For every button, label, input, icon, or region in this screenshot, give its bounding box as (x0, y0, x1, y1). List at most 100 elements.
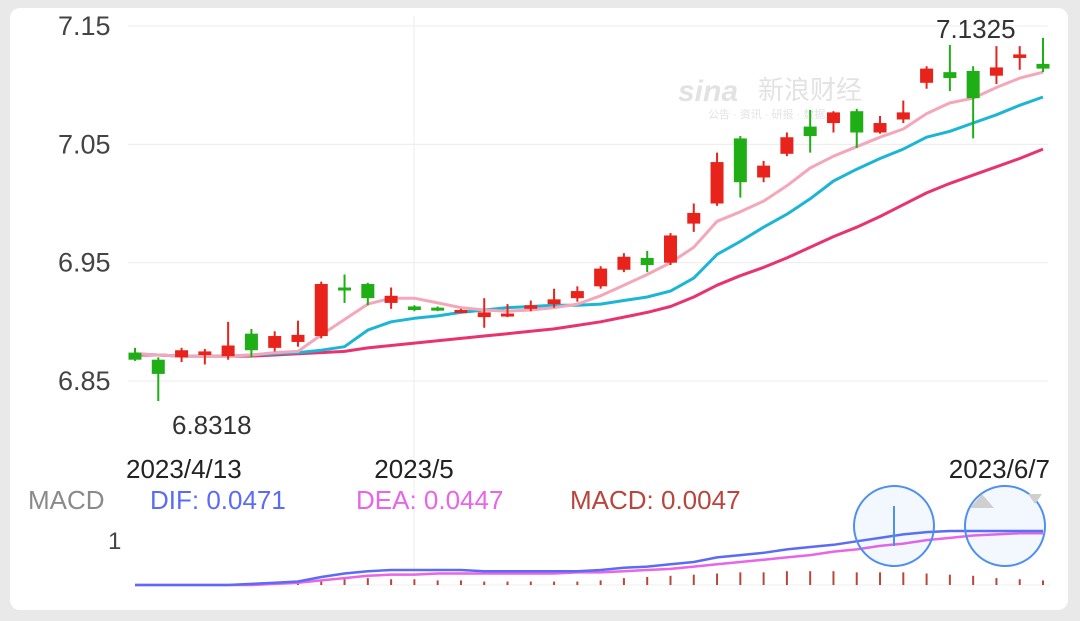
candle (873, 115, 887, 134)
candle (501, 304, 515, 318)
macd-histogram (250, 571, 1044, 585)
candle (663, 233, 677, 266)
date-tick-label: 2023/6/7 (949, 454, 1050, 484)
candle-body (268, 336, 282, 348)
candlestick-macd-chart: sina 新浪财经 公告 · 资讯 · 研报 · 数据 7.15 7.05 6.95… (28, 11, 1050, 587)
candle (757, 160, 771, 183)
dif-value: DIF: 0.0471 (150, 485, 286, 515)
chart-card: sina 新浪财经 公告 · 资讯 · 研报 · 数据 7.15 7.05 6.95… (10, 8, 1068, 610)
candle-body (803, 126, 817, 137)
candle (733, 136, 747, 198)
candle (221, 321, 235, 360)
watermark-brand-latin: sina (678, 75, 738, 108)
candle (244, 328, 258, 358)
candle-body (1036, 63, 1050, 69)
candle (268, 331, 282, 352)
candle-body (757, 165, 771, 178)
watermark-subtitle: 公告 · 资讯 · 研报 · 数据 (708, 107, 825, 121)
ma-slow-line (135, 147, 1044, 358)
candle (384, 287, 398, 309)
candle-body (244, 333, 258, 351)
candle-body (547, 299, 561, 305)
candle-body (291, 334, 305, 342)
candle (128, 347, 142, 361)
grid-lines (128, 16, 1050, 586)
candle-body (733, 138, 747, 183)
ma-mid-line (134, 95, 1044, 358)
candle-body (640, 257, 654, 266)
expand-arrow-icon (970, 494, 994, 508)
candle (1036, 37, 1050, 73)
candle-body (943, 72, 957, 79)
candle (640, 250, 654, 273)
candle-body (454, 310, 468, 313)
macd-legend: MACD DIF: 0.0471 DEA: 0.0447 MACD: 0.004… (28, 485, 741, 555)
candle (524, 300, 538, 312)
candle-body (617, 256, 631, 270)
date-tick-label: 2023/4/13 (126, 454, 242, 484)
candle-body (128, 352, 142, 360)
dif-line (135, 529, 1043, 587)
candle-body (780, 137, 794, 154)
candle (1013, 46, 1027, 70)
macd-axis-tick: 1 (108, 528, 121, 555)
candle-body (198, 351, 212, 355)
candle-body (151, 359, 165, 374)
candle (826, 111, 840, 133)
candle (570, 286, 584, 302)
candle-body (663, 235, 677, 263)
candle-body (989, 67, 1003, 76)
candle-body (570, 291, 584, 299)
candle (477, 298, 491, 328)
candle-body (361, 283, 375, 299)
candle-body (314, 283, 328, 337)
date-tick-label: 2023/5 (374, 454, 454, 484)
price-tick-label: 7.15 (58, 11, 111, 41)
candle (454, 308, 468, 313)
touch-overlay (853, 485, 1046, 567)
candle (687, 203, 701, 232)
candle-body (920, 68, 934, 83)
price-tick-label: 6.85 (58, 366, 111, 396)
candle-body (594, 268, 608, 287)
candle (291, 320, 305, 347)
candle (198, 349, 212, 365)
candle (617, 253, 631, 273)
moving-average-lines (134, 70, 1044, 358)
macd-value: MACD: 0.0047 (570, 485, 741, 515)
candle (594, 266, 608, 289)
candle (989, 46, 1003, 84)
price-axis: 7.15 7.05 6.95 6.85 (58, 11, 111, 396)
candle-body (384, 295, 398, 303)
candles (128, 37, 1050, 402)
macd-title: MACD (28, 485, 105, 515)
candle (361, 282, 375, 306)
candle-body (850, 111, 864, 133)
candle (338, 274, 352, 303)
candle (896, 100, 910, 124)
high-price-label: 7.1325 (936, 14, 1016, 44)
candle-body (710, 162, 724, 204)
candle (547, 288, 561, 308)
candle (710, 152, 724, 206)
candle-body (524, 305, 538, 309)
candle-body (873, 123, 887, 133)
candle-body (896, 112, 910, 120)
candle-body (477, 312, 491, 318)
price-tick-label: 7.05 (58, 129, 111, 159)
sina-watermark: sina 新浪财经 公告 · 资讯 · 研报 · 数据 (678, 75, 862, 121)
candle (151, 357, 165, 402)
candle-body (175, 350, 189, 358)
candle-body (966, 70, 980, 99)
macd-lines (135, 529, 1043, 587)
watermark-brand-cn: 新浪财经 (758, 75, 862, 105)
low-price-label: 6.8318 (172, 410, 252, 440)
candle (920, 66, 934, 89)
candle-body (221, 345, 235, 357)
candle (431, 306, 445, 312)
dea-value: DEA: 0.0447 (356, 485, 503, 515)
candle-body (1013, 54, 1027, 58)
candle-body (338, 287, 352, 291)
price-annotations: 7.1325 6.8318 (172, 14, 1016, 440)
price-tick-label: 6.95 (58, 248, 111, 278)
